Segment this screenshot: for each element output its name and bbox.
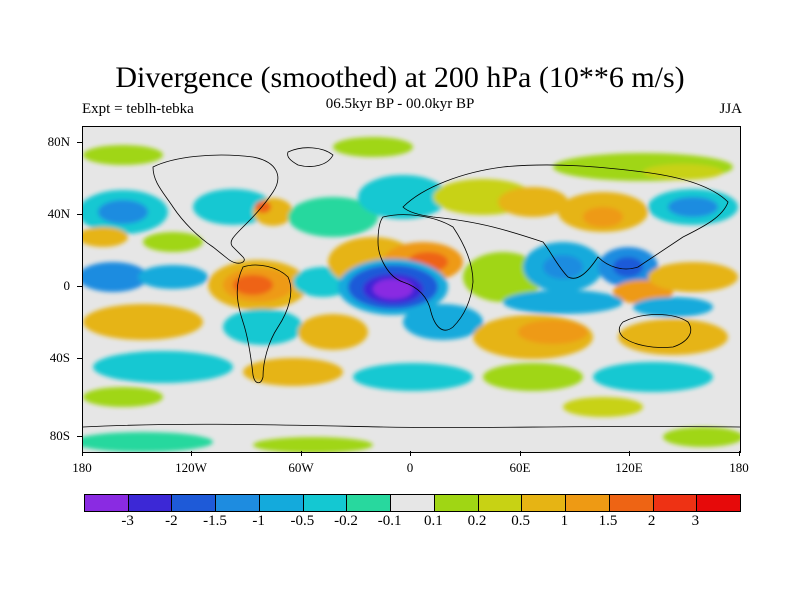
period-label: 06.5kyr BP - 00.0kyr BP	[325, 96, 475, 112]
lat-label-40n: 40N	[47, 206, 70, 221]
lon-label-0: 0	[406, 460, 414, 475]
colorbar-segment	[303, 495, 348, 511]
lon-label-60e: 60E	[509, 460, 531, 475]
colorbar-label: 0.5	[511, 513, 531, 529]
colorbar-segment	[391, 495, 435, 511]
colorbar-label: -0.5	[290, 513, 315, 529]
colorbar-segment	[609, 495, 654, 511]
season-label: JJA	[719, 101, 742, 117]
lat-tick	[77, 214, 82, 215]
lon-tick	[520, 451, 521, 456]
colorbar-label: 0.2	[467, 513, 487, 529]
lon-tick	[629, 451, 630, 456]
colorbar-label: -0.2	[334, 513, 358, 529]
lat-tick	[77, 286, 82, 287]
lon-tick	[82, 451, 83, 456]
colorbar-segment	[85, 495, 129, 511]
lat-label-0: 0	[63, 278, 71, 293]
colorbar-segment	[566, 495, 610, 511]
colorbar-segment	[653, 495, 698, 511]
experiment-label: Expt = teblh-tebka	[82, 101, 194, 117]
coastlines	[83, 147, 740, 428]
colorbar-segment	[434, 495, 479, 511]
colorbar-label: -1.5	[203, 513, 227, 529]
colorbar-label: -0.1	[377, 513, 402, 529]
colorbar-label: -1	[252, 513, 265, 529]
lon-tick	[301, 451, 302, 456]
colorbar-segment	[216, 495, 260, 511]
lat-label-80s: 80S	[49, 428, 70, 443]
colorbar-label: -2	[165, 513, 178, 529]
map-panel	[82, 126, 741, 453]
lon-label-120w: 120W	[175, 460, 207, 475]
colorbar-segment	[522, 495, 567, 511]
colorbar-label: 2	[647, 513, 656, 529]
colorbar-segment	[697, 495, 741, 511]
contour-fill	[83, 137, 740, 452]
lat-tick	[77, 436, 82, 437]
lon-label-180w: 180	[72, 460, 92, 475]
colorbar-label: -3	[121, 513, 134, 529]
colorbar-segment	[172, 495, 217, 511]
lat-tick	[77, 142, 82, 143]
colorbar-segment	[478, 495, 523, 511]
colorbar-label: 3	[691, 513, 700, 529]
divergence-field	[83, 127, 740, 452]
lat-label-80n: 80N	[47, 134, 70, 149]
lon-label-120e: 120E	[615, 460, 643, 475]
colorbar	[84, 494, 741, 512]
colorbar-segment	[347, 495, 392, 511]
lon-label-60w: 60W	[288, 460, 314, 475]
lon-label-180e: 180	[729, 460, 749, 475]
colorbar-segment	[128, 495, 173, 511]
lon-tick	[739, 451, 740, 456]
colorbar-label: 0.1	[423, 513, 443, 529]
colorbar-segment	[259, 495, 304, 511]
lat-label-40s: 40S	[49, 350, 70, 365]
lat-tick	[77, 358, 82, 359]
chart-title: Divergence (smoothed) at 200 hPa (10**6 …	[115, 61, 685, 94]
colorbar-label: 1.5	[598, 513, 618, 529]
lon-tick	[410, 451, 411, 456]
lon-tick	[191, 451, 192, 456]
colorbar-label: 1	[560, 513, 569, 529]
